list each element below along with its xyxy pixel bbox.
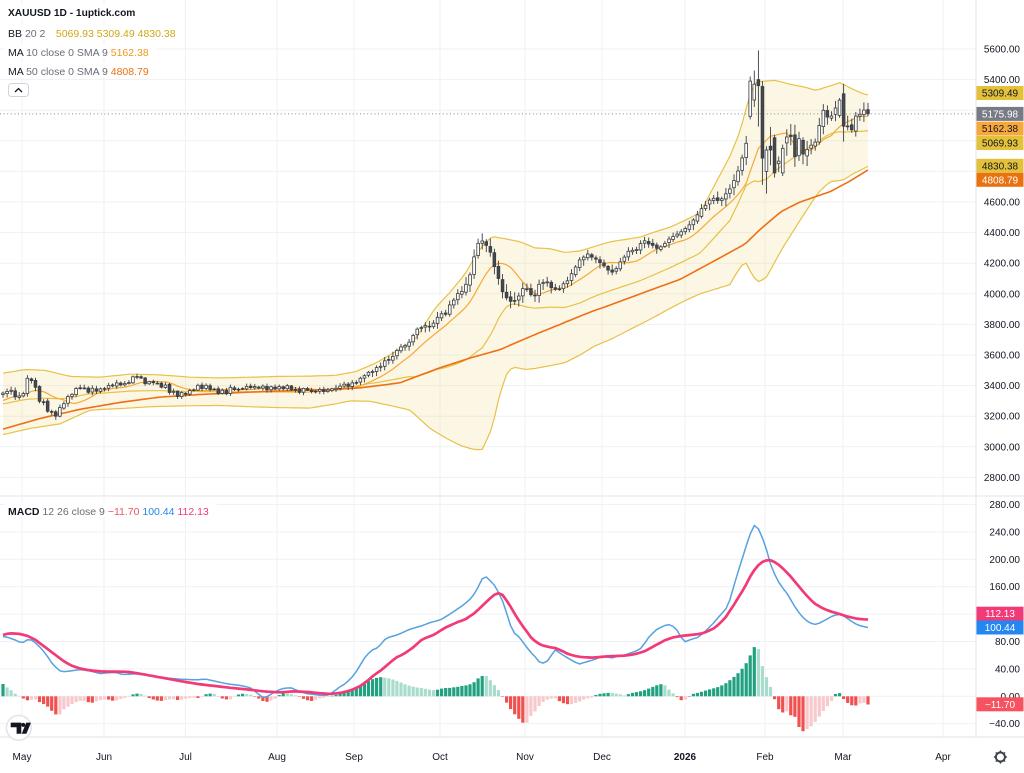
svg-text:BB 20 2 5069.93 5309.49 4830.3: BB 20 2 5069.93 5309.49 4830.38 (8, 28, 176, 40)
svg-text:160.00: 160.00 (989, 582, 1020, 593)
svg-text:−11.70: −11.70 (985, 700, 1016, 711)
svg-text:200.00: 200.00 (989, 555, 1020, 566)
svg-text:Mar: Mar (834, 752, 852, 763)
svg-text:112.13: 112.13 (985, 609, 1015, 620)
svg-text:100.44: 100.44 (985, 623, 1016, 634)
svg-text:MA 10 close 0 SMA 9 5162.38: MA 10 close 0 SMA 9 5162.38 (8, 47, 149, 59)
svg-text:3800.00: 3800.00 (984, 320, 1021, 331)
svg-text:Jun: Jun (96, 752, 112, 763)
svg-text:Jul: Jul (179, 752, 192, 763)
svg-text:280.00: 280.00 (989, 500, 1020, 511)
svg-text:4000.00: 4000.00 (984, 289, 1021, 300)
svg-text:4830.38: 4830.38 (982, 161, 1019, 172)
svg-text:Dec: Dec (593, 752, 611, 763)
svg-text:2026: 2026 (674, 752, 697, 763)
svg-text:3600.00: 3600.00 (984, 351, 1021, 362)
svg-text:Oct: Oct (432, 752, 448, 763)
svg-text:80.00: 80.00 (995, 637, 1020, 648)
svg-text:2800.00: 2800.00 (984, 473, 1021, 484)
svg-text:5309.49: 5309.49 (982, 89, 1019, 100)
svg-text:4400.00: 4400.00 (984, 228, 1021, 239)
svg-text:5162.38: 5162.38 (982, 124, 1019, 135)
svg-text:5069.93: 5069.93 (982, 139, 1019, 150)
svg-text:40.00: 40.00 (995, 664, 1020, 675)
svg-text:Apr: Apr (935, 752, 951, 763)
svg-text:3000.00: 3000.00 (984, 442, 1021, 453)
svg-text:XAUUSD 1D - 1uptick.com: XAUUSD 1D - 1uptick.com (8, 8, 135, 19)
svg-text:4200.00: 4200.00 (984, 259, 1021, 270)
svg-text:240.00: 240.00 (989, 527, 1020, 538)
svg-text:MA 50 close 0 SMA 9 4808.79: MA 50 close 0 SMA 9 4808.79 (8, 66, 149, 78)
svg-text:5175.98: 5175.98 (982, 109, 1019, 120)
svg-text:5600.00: 5600.00 (984, 45, 1021, 56)
svg-text:5400.00: 5400.00 (984, 75, 1021, 86)
svg-text:Nov: Nov (516, 752, 534, 763)
svg-text:MACD 12 26 close 9 −11.70 100: MACD 12 26 close 9 −11.70 100.44 112.13 (8, 506, 209, 518)
svg-text:4600.00: 4600.00 (984, 198, 1021, 209)
svg-text:4808.79: 4808.79 (982, 175, 1019, 186)
svg-text:May: May (13, 752, 32, 763)
svg-text:−40.00: −40.00 (989, 719, 1020, 730)
svg-text:3200.00: 3200.00 (984, 412, 1021, 423)
svg-text:Aug: Aug (268, 752, 286, 763)
svg-text:Feb: Feb (756, 752, 774, 763)
svg-text:3400.00: 3400.00 (984, 381, 1021, 392)
svg-text:Sep: Sep (345, 752, 363, 763)
